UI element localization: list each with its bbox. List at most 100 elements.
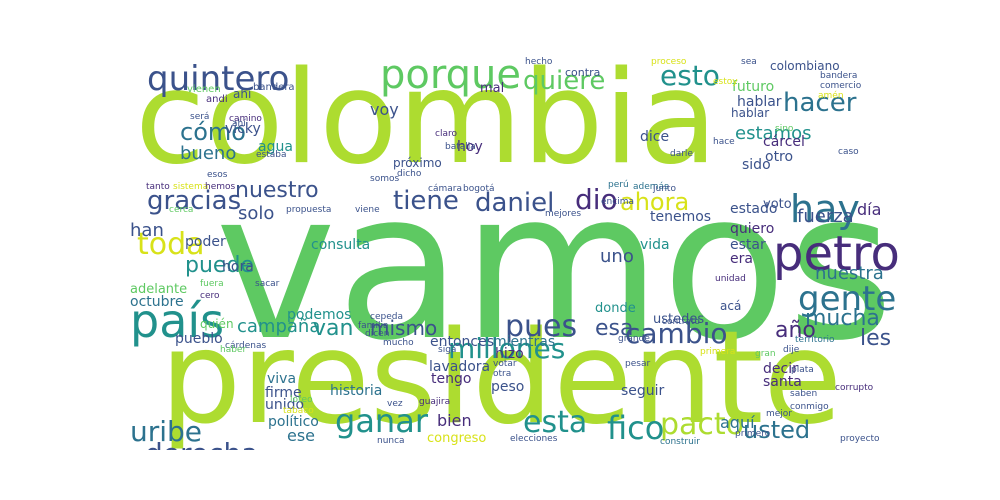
word: construir xyxy=(660,437,700,447)
word: ese xyxy=(287,426,316,445)
word: consulta xyxy=(311,237,371,253)
word: camino xyxy=(229,114,262,124)
word: loteo xyxy=(290,395,313,405)
word: nunca xyxy=(377,436,405,446)
word: viene xyxy=(355,205,380,215)
word: cepeda xyxy=(370,312,403,322)
word: gran xyxy=(755,349,776,359)
word: claro xyxy=(435,129,457,139)
word: andi xyxy=(206,94,228,105)
word: vienen xyxy=(187,84,221,95)
word: grande xyxy=(618,334,650,344)
word: hoy xyxy=(457,139,483,155)
word: quiero xyxy=(730,221,775,237)
word-cloud: vamos presidente colombia petro país gen… xyxy=(125,50,900,450)
word: tabaco xyxy=(283,406,314,416)
word: próximo xyxy=(393,156,442,170)
word: bueno xyxy=(180,143,237,164)
word: unidad xyxy=(715,274,746,284)
word: bandera xyxy=(820,71,858,81)
word: mejores xyxy=(545,209,582,219)
word: porque xyxy=(380,52,521,98)
word: político xyxy=(268,414,319,430)
word: millones xyxy=(448,332,566,365)
word: vicky xyxy=(225,121,261,137)
word: ahora xyxy=(620,188,690,216)
word: presidente xyxy=(160,304,843,450)
word: colombia xyxy=(135,50,718,193)
word: mejor xyxy=(766,409,793,419)
word: otro xyxy=(765,149,794,165)
word: uribe xyxy=(130,415,203,448)
word: mismo xyxy=(370,316,438,340)
word: mal xyxy=(480,81,505,96)
word: dio xyxy=(575,183,618,216)
word: historia xyxy=(330,383,383,399)
word: aquí xyxy=(720,413,755,432)
word: bien xyxy=(437,411,472,430)
word: gracias xyxy=(147,186,242,216)
word: votar xyxy=(493,359,517,369)
word: hemos xyxy=(205,182,236,192)
word: proceso xyxy=(651,57,687,67)
word: colombiano xyxy=(770,59,840,73)
word: fico xyxy=(607,409,665,447)
word: familia xyxy=(358,321,389,331)
word: esos xyxy=(207,170,228,180)
word: hablar xyxy=(731,106,770,120)
word: cámara xyxy=(428,184,462,194)
word: esa xyxy=(595,316,634,341)
word: junto xyxy=(653,184,676,194)
word: viva xyxy=(267,371,297,387)
word: cero xyxy=(200,291,220,301)
word: propuesta xyxy=(286,205,332,215)
word: dicho xyxy=(397,169,422,179)
word: campaña xyxy=(237,316,321,337)
word: firme xyxy=(265,385,302,401)
word: ustedes xyxy=(653,312,705,327)
word: futuro xyxy=(732,79,775,95)
word: estar xyxy=(730,237,766,253)
word: seguir xyxy=(621,383,665,399)
word: nuestro xyxy=(235,178,319,203)
word: hay xyxy=(790,187,860,231)
word: cambio xyxy=(625,317,728,350)
word: derecha xyxy=(145,440,258,451)
word: mientras xyxy=(493,334,556,350)
word: dice xyxy=(640,129,670,145)
word: podemos xyxy=(287,307,352,323)
word: ahí xyxy=(232,119,246,129)
word: pues xyxy=(505,309,578,344)
word: hablar xyxy=(737,94,782,110)
word: lavadora xyxy=(429,359,491,375)
word: voto xyxy=(763,197,792,212)
word: tanto xyxy=(146,182,170,192)
word: gente xyxy=(798,279,897,319)
word: pesar xyxy=(625,359,651,369)
word: perú xyxy=(608,180,629,190)
word: elecciones xyxy=(510,434,558,444)
word: tenemos xyxy=(650,209,712,225)
word: estado xyxy=(730,201,778,217)
word: han xyxy=(130,220,164,241)
word: caso xyxy=(838,147,859,157)
word: estoy xyxy=(713,77,738,87)
word: hora xyxy=(222,259,254,275)
word: somos xyxy=(370,174,400,184)
word: hizo xyxy=(495,346,524,362)
word: adelante xyxy=(130,282,188,297)
word: cárcel xyxy=(763,134,805,150)
word: santa xyxy=(763,374,802,390)
word: pueblo xyxy=(175,331,223,347)
word: hecho xyxy=(525,57,553,67)
word: cárdenas xyxy=(225,341,267,351)
word: cerca xyxy=(169,205,194,215)
word: además xyxy=(633,182,669,192)
word: voy xyxy=(370,100,399,119)
word: tiene xyxy=(393,186,459,216)
word: corrupto xyxy=(835,383,874,393)
word: esta xyxy=(523,405,588,440)
word: año xyxy=(775,318,816,343)
word: toda xyxy=(137,227,205,262)
word: vamos xyxy=(215,148,894,386)
